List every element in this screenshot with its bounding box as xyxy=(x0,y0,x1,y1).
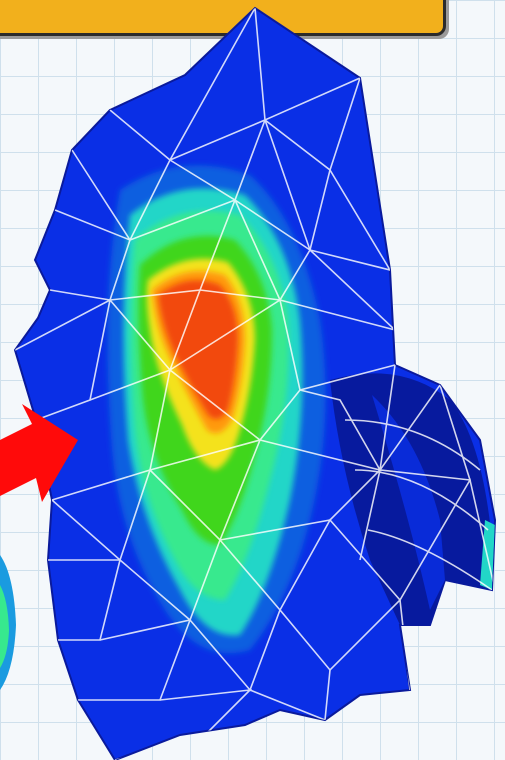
flange-highlight xyxy=(372,395,445,610)
stress-contour-mesh xyxy=(13,6,497,760)
finite-element-mesh xyxy=(15,8,495,760)
adjacent-part-fragment xyxy=(0,555,16,690)
pointer-arrow xyxy=(0,404,78,502)
peak-stress-zone xyxy=(158,280,238,419)
title-banner xyxy=(0,0,446,36)
